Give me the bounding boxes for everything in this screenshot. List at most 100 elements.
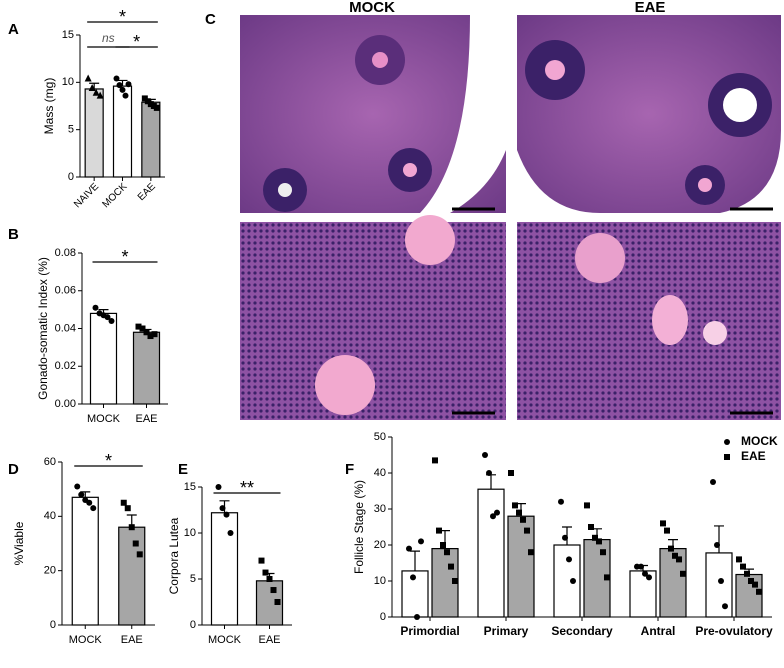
y-tick-label: 15 — [62, 29, 74, 41]
data-point — [104, 314, 111, 321]
data-point — [752, 581, 758, 588]
x-tick-label: NAIVE — [72, 181, 101, 210]
y-tick-label: 50 — [374, 431, 386, 443]
y-axis-label: Follicle Stage (%) — [352, 480, 366, 574]
y-tick-label: 0 — [50, 619, 56, 631]
data-point — [756, 588, 762, 595]
data-point — [418, 538, 424, 545]
data-point — [584, 502, 590, 509]
x-tick-label: EAE — [121, 634, 143, 646]
x-tick-label: EAE — [258, 634, 280, 646]
significance-label: ** — [240, 478, 254, 498]
data-point — [153, 104, 160, 111]
x-tick-label: EAE — [135, 413, 157, 425]
data-point — [520, 516, 526, 523]
y-tick-label: 0.08 — [55, 247, 76, 259]
data-point — [410, 574, 416, 581]
significance-label: * — [105, 451, 112, 471]
data-point — [744, 570, 750, 577]
panel-label: E — [178, 461, 188, 478]
data-point — [143, 329, 150, 336]
bar — [507, 515, 535, 618]
x-tick-label: MOCK — [100, 181, 129, 210]
panel-label: D — [8, 461, 19, 478]
x-tick-label: MOCK — [69, 634, 103, 646]
data-point — [676, 556, 682, 563]
data-point — [119, 86, 126, 93]
data-point — [646, 574, 652, 581]
data-point — [444, 549, 450, 556]
error-bar — [410, 550, 420, 571]
data-point — [452, 578, 458, 584]
image-eae-high — [517, 222, 781, 420]
data-point — [440, 542, 446, 548]
data-point — [432, 457, 438, 464]
data-point — [122, 92, 129, 99]
y-tick-label: 60 — [44, 456, 56, 468]
legend-label: MOCK — [741, 434, 778, 448]
data-point — [714, 542, 720, 548]
data-point — [718, 578, 724, 584]
data-point — [215, 484, 222, 490]
data-point — [566, 556, 572, 563]
data-point — [227, 530, 234, 536]
y-tick-label: 0.02 — [55, 360, 76, 372]
data-point — [558, 498, 564, 505]
y-tick-label: 10 — [374, 575, 386, 587]
data-point — [84, 74, 92, 82]
bar — [210, 512, 239, 626]
data-point — [120, 499, 127, 506]
image-title: EAE — [635, 0, 666, 16]
bar — [477, 488, 505, 618]
data-point — [668, 545, 674, 552]
data-point — [436, 527, 442, 534]
legend-marker — [724, 454, 730, 460]
data-point — [406, 545, 412, 552]
data-point — [736, 556, 742, 563]
y-tick-label: 5 — [190, 573, 196, 585]
x-tick-label: MOCK — [87, 413, 121, 425]
data-point — [508, 470, 514, 476]
data-point — [136, 551, 143, 558]
data-point — [108, 317, 115, 324]
data-point — [600, 549, 606, 556]
data-point — [570, 578, 576, 584]
data-point — [125, 81, 132, 88]
y-tick-label: 10 — [62, 76, 74, 88]
histology — [240, 15, 781, 420]
x-tick-label: Antral — [641, 624, 676, 638]
y-axis-label: Gonado-somatic Index (%) — [36, 257, 50, 400]
y-tick-label: 10 — [184, 527, 196, 539]
data-point — [90, 505, 97, 512]
data-point — [116, 82, 123, 89]
data-point — [262, 569, 269, 576]
bar — [141, 101, 161, 178]
data-point — [258, 557, 265, 564]
data-point — [135, 323, 142, 330]
data-point — [664, 527, 670, 534]
error-bar — [714, 525, 724, 553]
panel-label: A — [8, 21, 19, 38]
y-axis-label: Mass (mg) — [42, 78, 56, 135]
y-tick-label: 0.04 — [55, 322, 76, 334]
data-point — [274, 599, 281, 605]
y-tick-label: 30 — [374, 503, 386, 515]
data-point — [516, 509, 522, 516]
data-point — [604, 574, 610, 581]
data-point — [151, 331, 158, 338]
data-point — [642, 570, 648, 577]
data-point — [132, 540, 139, 547]
data-point — [490, 513, 496, 520]
panel-label: C — [205, 11, 216, 28]
data-point — [524, 527, 530, 534]
y-tick-label: 20 — [374, 539, 386, 551]
x-tick-label: MOCK — [208, 634, 242, 646]
legend-marker — [724, 439, 730, 445]
data-point — [223, 511, 230, 518]
y-tick-label: 40 — [44, 510, 56, 522]
data-point — [494, 509, 500, 516]
x-tick-label: Secondary — [551, 624, 613, 638]
data-point — [482, 452, 488, 458]
data-point — [88, 84, 96, 92]
x-tick-label: Pre-ovulatory — [695, 624, 773, 638]
